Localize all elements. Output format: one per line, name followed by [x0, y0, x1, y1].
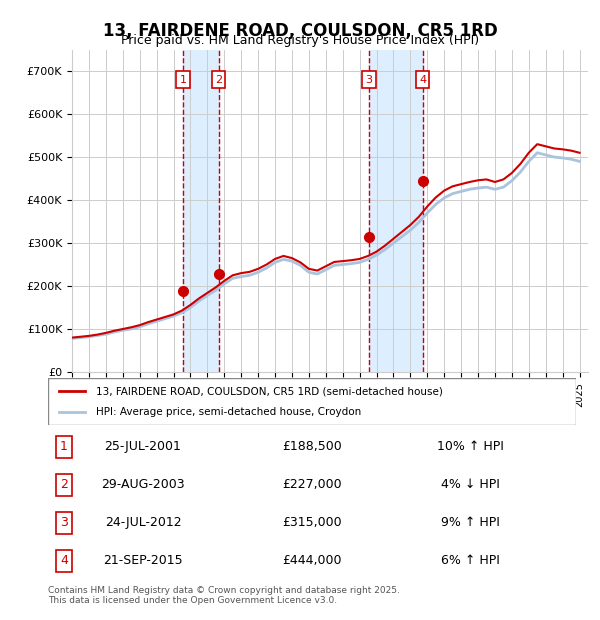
Text: 1: 1 [60, 440, 68, 453]
Text: 25-JUL-2001: 25-JUL-2001 [104, 440, 181, 453]
Text: 13, FAIRDENE ROAD, COULSDON, CR5 1RD: 13, FAIRDENE ROAD, COULSDON, CR5 1RD [103, 22, 497, 40]
Text: HPI: Average price, semi-detached house, Croydon: HPI: Average price, semi-detached house,… [95, 407, 361, 417]
Bar [369, 50, 422, 372]
Text: 4% ↓ HPI: 4% ↓ HPI [441, 478, 500, 491]
Text: 2: 2 [215, 74, 222, 85]
Text: 29-AUG-2003: 29-AUG-2003 [101, 478, 185, 491]
Text: 4: 4 [419, 74, 426, 85]
Text: 6% ↑ HPI: 6% ↑ HPI [441, 554, 500, 567]
Text: 3: 3 [365, 74, 373, 85]
Text: Contains HM Land Registry data © Crown copyright and database right 2025.
This d: Contains HM Land Registry data © Crown c… [48, 586, 400, 605]
Text: 3: 3 [60, 516, 68, 529]
Text: 24-JUL-2012: 24-JUL-2012 [105, 516, 181, 529]
Text: £444,000: £444,000 [282, 554, 342, 567]
Text: 1: 1 [179, 74, 187, 85]
Text: 2: 2 [60, 478, 68, 491]
Text: £315,000: £315,000 [282, 516, 342, 529]
Text: 13, FAIRDENE ROAD, COULSDON, CR5 1RD (semi-detached house): 13, FAIRDENE ROAD, COULSDON, CR5 1RD (se… [95, 386, 442, 396]
Text: 9% ↑ HPI: 9% ↑ HPI [441, 516, 500, 529]
Text: 4: 4 [60, 554, 68, 567]
Text: £227,000: £227,000 [282, 478, 342, 491]
FancyBboxPatch shape [48, 378, 576, 425]
Text: £188,500: £188,500 [282, 440, 342, 453]
Bar [183, 50, 218, 372]
Text: 10% ↑ HPI: 10% ↑ HPI [437, 440, 504, 453]
Text: Price paid vs. HM Land Registry's House Price Index (HPI): Price paid vs. HM Land Registry's House … [121, 34, 479, 47]
Text: 21-SEP-2015: 21-SEP-2015 [103, 554, 183, 567]
